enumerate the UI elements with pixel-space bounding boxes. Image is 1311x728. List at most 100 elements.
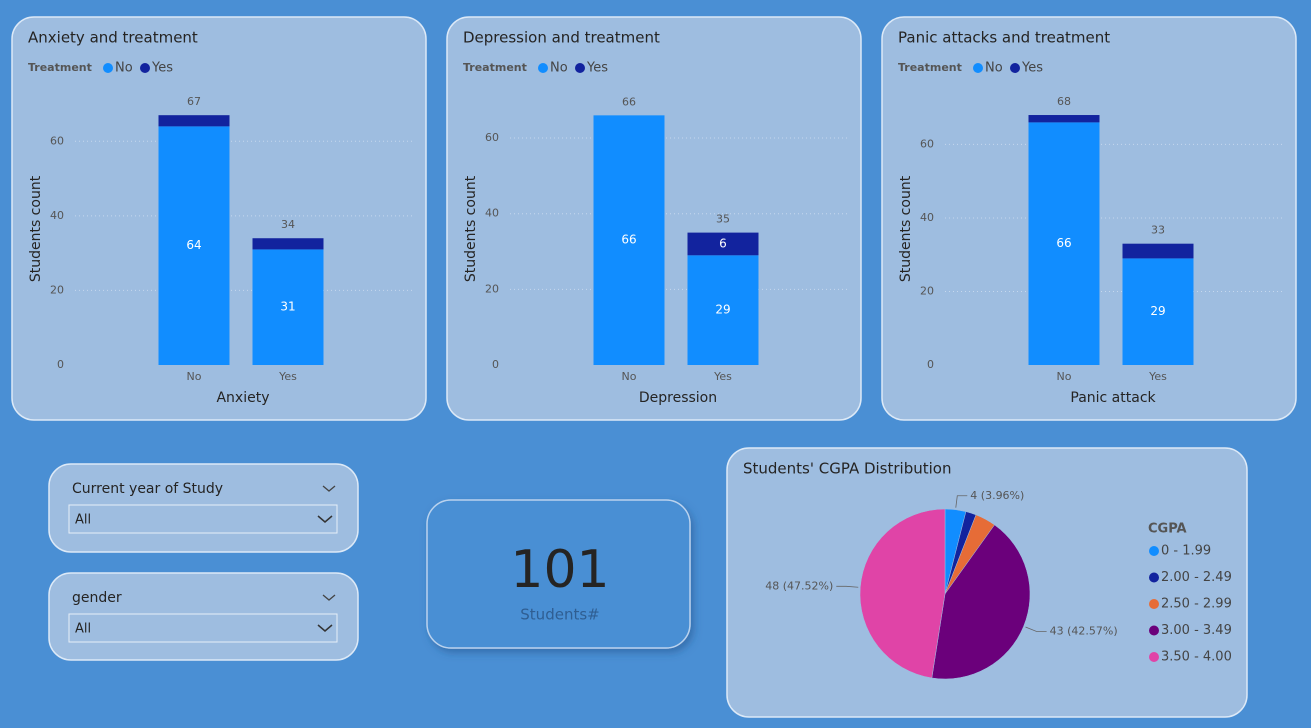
x-tick-label: Yes [1148, 370, 1167, 383]
data-label: 66 [1056, 236, 1071, 250]
legend-label: No [550, 61, 568, 76]
chart-title: Depression and treatment [463, 29, 660, 47]
legend-label: No [985, 61, 1003, 76]
chevron [317, 515, 333, 523]
card [426, 499, 691, 649]
y-tick-label: 60 [920, 137, 934, 150]
slicer[interactable]: gender All [48, 572, 359, 661]
bar-segment [687, 232, 759, 256]
card-label: Students# [520, 606, 599, 624]
y-tick-label: 0 [927, 358, 934, 371]
y-tick-label: 40 [50, 209, 64, 222]
legend-dot [1149, 625, 1159, 636]
x-tick-label: No [187, 370, 202, 383]
y-tick-label: 0 [492, 358, 499, 371]
legend-dot [1149, 546, 1159, 556]
data-label: 66 [621, 233, 636, 247]
legend-label: 2.50 - 2.99 [1161, 597, 1232, 612]
legend-dot [103, 63, 113, 73]
bar-segment [1122, 243, 1194, 259]
total-label: 67 [187, 95, 201, 108]
slicer-value: All [75, 622, 91, 637]
dropdown[interactable] [68, 504, 338, 534]
bar-segment [158, 115, 230, 127]
total-label: 33 [1151, 224, 1165, 237]
bar-segment [687, 255, 759, 365]
bar-segment [252, 238, 324, 250]
legend-title: Treatment [898, 61, 962, 74]
data-label: 31 [280, 300, 295, 314]
y-tick-label: 0 [57, 358, 64, 371]
chart-title: Students' CGPA Distribution [743, 460, 951, 478]
y-tick-label: 20 [485, 282, 499, 295]
bar-segment [158, 126, 230, 365]
x-axis-label: Depression [639, 390, 717, 406]
legend-dot [1149, 652, 1159, 662]
x-axis-label: Anxiety [216, 390, 269, 406]
chevron [322, 485, 336, 492]
leader-line [955, 495, 968, 508]
data-label: 29 [715, 303, 730, 317]
slicer-label: Current year of Study [72, 481, 223, 497]
bar-segment [1028, 122, 1100, 365]
legend-dot [1149, 599, 1159, 609]
card-value: 101 [510, 540, 609, 600]
legend-label: 0 - 1.99 [1161, 544, 1211, 559]
x-tick-label: No [1057, 370, 1072, 383]
data-label: 4 (3.96%) [970, 489, 1024, 502]
x-tick-label: No [622, 370, 637, 383]
y-axis-label: Students count [463, 175, 479, 282]
data-label: 43 (42.57%) [1050, 625, 1118, 638]
chart-title: Panic attacks and treatment [898, 29, 1110, 47]
legend-label: 3.50 - 4.00 [1161, 650, 1232, 665]
total-label: 34 [281, 218, 295, 231]
data-label: 48 (47.52%) [765, 579, 833, 592]
bar-segment [1028, 115, 1100, 123]
bar-segment [593, 115, 665, 365]
legend-title: CGPA [1148, 522, 1187, 537]
chevron [322, 594, 336, 601]
legend-dot [538, 63, 548, 73]
legend-label: Yes [151, 61, 173, 76]
data-label: 6 [719, 236, 727, 250]
data-label: 29 [1150, 304, 1165, 318]
leader-line [1025, 626, 1047, 632]
legend-label: 2.00 - 2.49 [1161, 570, 1232, 585]
y-tick-label: 60 [485, 131, 499, 144]
total-label: 35 [716, 213, 730, 226]
legend-dot [1149, 572, 1159, 583]
legend-label: Yes [1021, 61, 1043, 76]
y-tick-label: 40 [920, 211, 934, 224]
y-tick-label: 20 [920, 284, 934, 297]
bar-segment [252, 249, 324, 365]
x-axis-label: Panic attack [1070, 390, 1156, 406]
x-tick-label: Yes [278, 370, 297, 383]
slicer-value: All [75, 513, 91, 528]
y-axis-label: Students count [898, 175, 914, 282]
legend-dot [1010, 63, 1020, 73]
legend-title: Treatment [28, 61, 92, 74]
total-label: 66 [622, 95, 636, 108]
legend-dot [140, 63, 150, 73]
dropdown[interactable] [68, 613, 338, 643]
bar-segment [1122, 258, 1194, 365]
y-tick-label: 60 [50, 134, 64, 147]
legend-label: No [115, 61, 133, 76]
pie-slice [931, 524, 1031, 680]
x-tick-label: Yes [713, 370, 732, 383]
legend-dot [973, 63, 983, 73]
total-label: 68 [1057, 95, 1071, 108]
pie-slice [859, 508, 946, 679]
slicer[interactable]: Current year of Study All [48, 463, 359, 553]
data-label: 64 [186, 238, 201, 252]
legend-label: 3.00 - 3.49 [1161, 623, 1232, 638]
y-tick-label: 20 [50, 283, 64, 296]
legend-title: Treatment [463, 61, 527, 74]
y-tick-label: 40 [485, 207, 499, 220]
leader-line [836, 585, 859, 588]
chart-title: Anxiety and treatment [28, 29, 198, 47]
slicer-label: gender [72, 590, 122, 606]
chevron [317, 624, 333, 632]
legend-dot [575, 63, 585, 73]
